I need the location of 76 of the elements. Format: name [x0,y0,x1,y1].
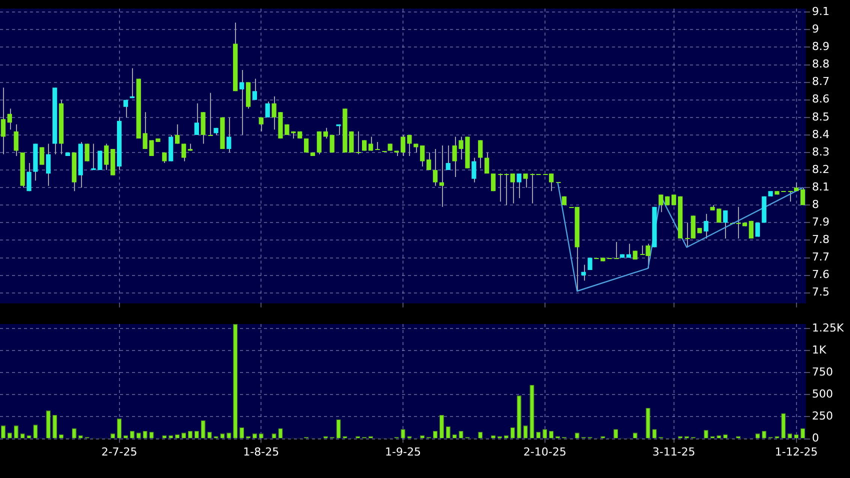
candlestick [472,157,476,183]
candlestick [581,264,586,282]
y-tick-label: 250 [812,410,833,423]
candlestick [84,143,90,162]
candlestick [800,187,806,206]
candlestick [304,138,309,152]
y-tick-label: 1.25K [812,321,844,334]
candlestick [226,116,232,153]
y-tick-label: 8.6 [812,92,830,106]
y-tick-label: 8.9 [812,40,830,54]
candlestick [123,99,128,118]
candlestick [723,210,728,239]
y-tick-label: 8.5 [812,110,830,124]
y-tick-label: 8.1 [812,180,830,194]
y-tick-label: 8.2 [812,162,830,176]
y-tick-label: 0 [812,432,819,445]
y-tick-label: 7.9 [812,216,830,229]
candlestick [478,140,483,169]
x-tick-label: 3-11-25 [652,445,696,458]
y-tick-label: 750 [812,365,833,378]
candlestick [258,116,264,132]
candlestick [368,136,374,152]
candlestick [523,173,528,188]
y-tick-label: 7.8 [812,233,830,246]
candlestick [200,112,206,144]
y-tick-label: 500 [812,388,833,401]
y-tick-label: 8 [812,198,819,211]
x-tick-label: 1-12-25 [774,445,818,458]
y-tick-label: 9.1 [812,4,830,18]
candlestick [323,127,328,139]
candlestick [0,87,6,155]
candlestick [439,144,444,208]
x-tick-label: 1-8-25 [243,445,280,458]
candlestick [252,78,258,100]
candlestick [446,144,450,171]
y-tick-label: 8.8 [812,58,830,71]
candlestick [748,220,754,239]
candlestick [658,194,664,213]
candlestick [7,108,12,130]
candlestick [194,102,199,136]
x-tick-label: 2-7-25 [101,445,138,458]
candlestick [426,152,432,171]
candlestick [208,92,214,136]
candlestick [104,143,109,171]
candlestick [181,143,186,162]
candlestick [788,190,794,202]
candlestick [490,173,496,192]
candlestick [316,130,322,155]
candlestick [14,124,18,156]
candlestick [432,148,438,186]
candlestick [614,241,620,259]
y-tick-label: 1K [812,343,827,356]
candlestick [356,130,362,155]
y-tick-label: 7.7 [812,250,830,264]
candlestick [704,213,708,239]
candlestick [420,144,425,168]
candlestick [46,143,51,186]
candlestick [755,222,760,238]
y-tick-label: 7.5 [812,286,830,299]
candlestick [626,243,631,258]
y-tick-label: 7.6 [812,268,830,282]
candlestick [330,134,334,152]
candlestick [175,124,180,144]
candlestick [40,146,44,166]
x-tick-label: 2-10-25 [523,445,566,458]
candlestick [265,101,270,118]
candlestick [374,141,380,150]
candlestick [484,152,490,174]
y-tick-label: 8.4 [812,128,830,141]
y-tick-label: 8.3 [812,145,830,158]
candlestick [26,162,32,192]
y-tick-label: 8.7 [812,75,830,88]
candlestick [239,70,244,136]
x-tick-label: 1-9-25 [385,445,421,458]
candlestick [516,173,522,199]
y-tick-label: 9 [812,22,819,36]
